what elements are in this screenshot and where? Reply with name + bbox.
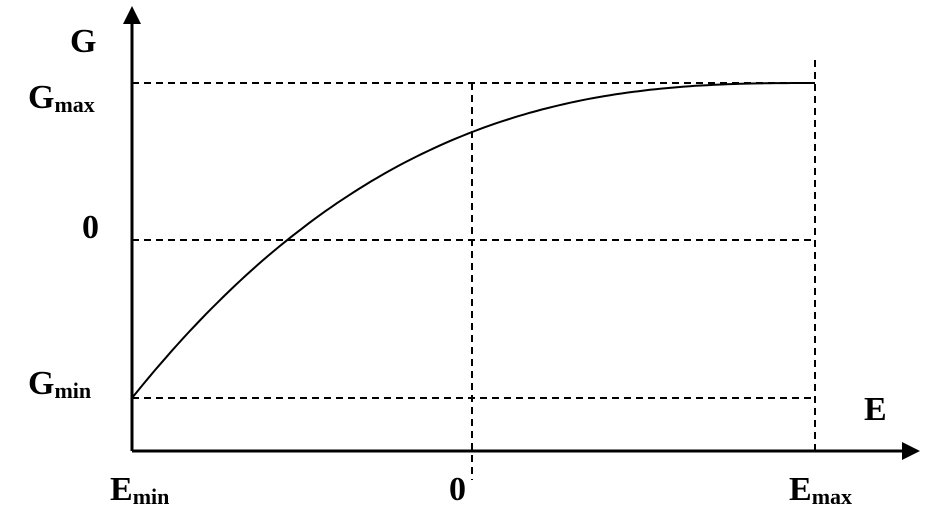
- x-axis-arrowhead: [902, 442, 920, 460]
- g-max-label-main: G: [28, 79, 54, 116]
- e-max-label-main: E: [789, 471, 812, 508]
- e-min-label-main: E: [110, 471, 133, 508]
- e-min-label-sub: min: [133, 484, 170, 509]
- y-axis-arrowhead: [123, 6, 141, 24]
- y-axis-title: G: [70, 23, 96, 60]
- e-min-label: Emin: [110, 471, 169, 509]
- e-zero-label: 0: [449, 471, 466, 508]
- g-curve: [131, 82, 815, 399]
- e-max-label: Emax: [789, 471, 852, 509]
- g-min-label-main: G: [28, 365, 54, 402]
- g-max-label: Gmax: [28, 79, 95, 117]
- g-min-label-sub: min: [54, 378, 91, 403]
- g-min-label: Gmin: [28, 365, 91, 403]
- x-axis-title: E: [864, 391, 887, 428]
- g-zero-label: 0: [82, 209, 99, 246]
- g-max-label-sub: max: [54, 92, 94, 117]
- e-max-label-sub: max: [812, 484, 852, 509]
